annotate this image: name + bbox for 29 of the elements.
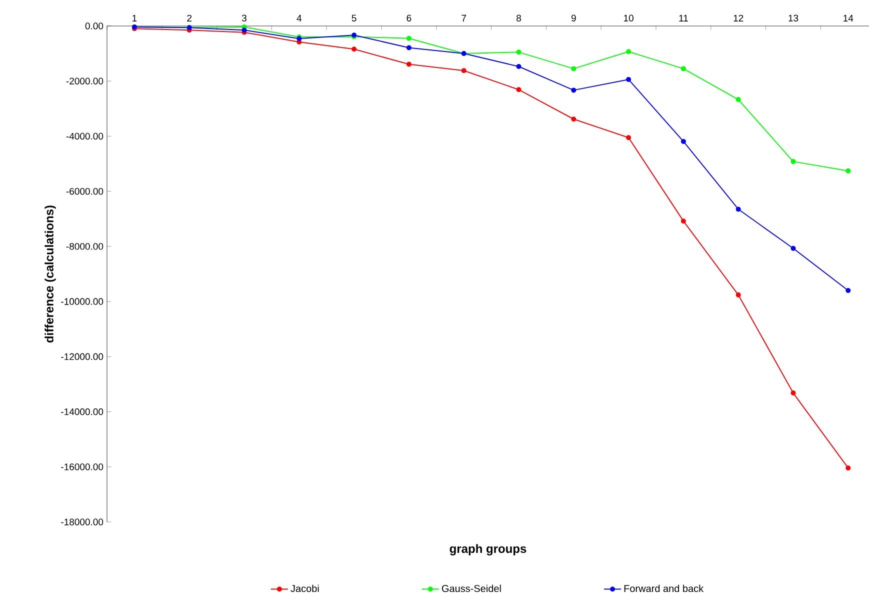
- y-tick-label: -10000.00: [61, 298, 104, 305]
- y-tick-label: -6000.00: [66, 188, 104, 195]
- y-tick-label: -2000.00: [66, 78, 104, 84]
- x-tick-label: 11: [679, 14, 688, 22]
- y-tick-label: -12000.00: [61, 353, 104, 360]
- x-tick-label: 12: [734, 14, 744, 22]
- x-tick-label: 10: [624, 14, 634, 22]
- x-tick-label: 9: [571, 14, 576, 22]
- x-tick-label: 8: [516, 14, 521, 22]
- y-tick-label: -14000.00: [61, 408, 104, 416]
- x-tick-label: 1: [132, 14, 137, 22]
- x-tick-label: 5: [352, 14, 356, 22]
- y-axis-title: difference (calculations): [44, 206, 56, 343]
- y-tick-label: -18000.00: [61, 518, 104, 526]
- x-tick-label: 14: [844, 14, 854, 22]
- y-tick-label: -16000.00: [61, 464, 104, 470]
- x-tick-label: 2: [187, 14, 192, 22]
- x-tick-label: 4: [296, 14, 302, 22]
- x-tick-label: 13: [788, 14, 798, 22]
- legend-label: Jacobi: [290, 584, 319, 592]
- x-tick-label: 3: [242, 14, 246, 22]
- legend-label: Forward and back: [624, 584, 704, 592]
- y-tick-label: -8000.00: [66, 243, 104, 250]
- y-tick-label: -4000.00: [66, 132, 104, 140]
- y-tick-label: 0.00: [85, 22, 104, 30]
- x-tick-label: 7: [462, 14, 466, 22]
- legend-label: Gauss-Seidel: [442, 584, 501, 592]
- x-axis-title: graph groups: [450, 544, 526, 556]
- x-tick-label: 6: [406, 14, 412, 22]
